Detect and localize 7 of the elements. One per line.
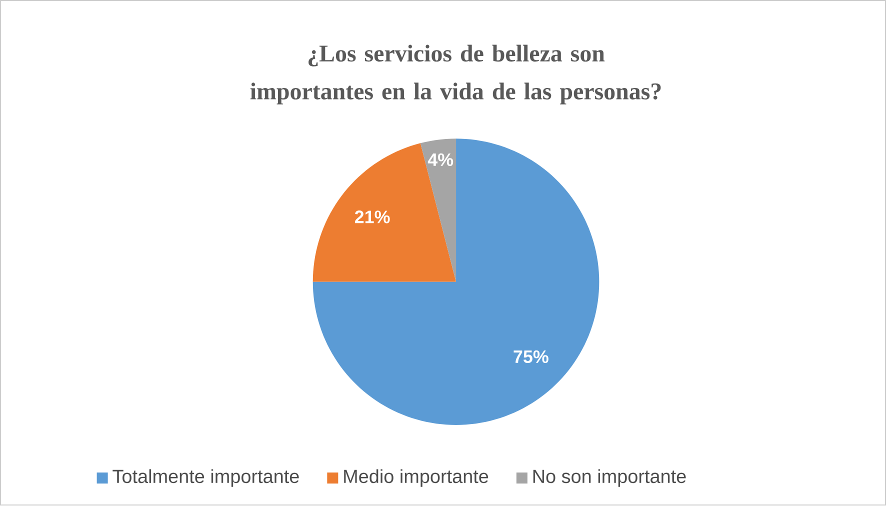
data-label: 75%	[514, 350, 548, 364]
legend-label: Medio importante	[344, 469, 488, 488]
data-label: 4%	[428, 154, 454, 166]
legend-label: No son importante	[533, 469, 686, 488]
legend-label: Totalmente importante	[112, 469, 299, 488]
data-label: 21%	[354, 210, 390, 224]
chart-title: ¿Los servicios de belleza son importantes en la vida de las personas?	[250, 44, 661, 105]
